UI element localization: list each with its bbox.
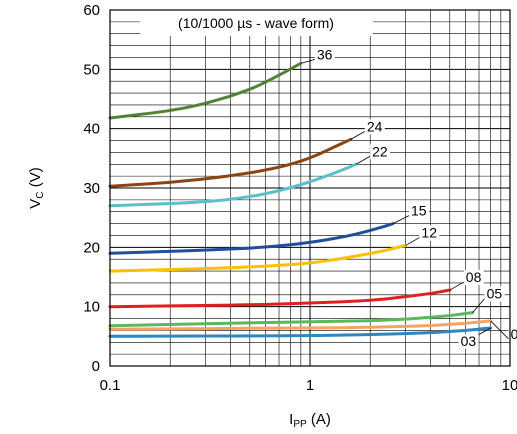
series-line-36	[108, 61, 303, 120]
series-label-bg-15	[408, 203, 429, 219]
y-tick-label: 0	[92, 358, 100, 375]
series-labels: 36 24 22 15 12 08 05 04 03	[300, 46, 517, 350]
series-label-03: 03	[461, 333, 477, 349]
series-label-22: 22	[372, 143, 388, 159]
y-tick-label: 30	[83, 180, 100, 197]
series-lines	[108, 61, 493, 338]
series-line-24	[108, 137, 353, 188]
y-tick-label: 60	[83, 2, 100, 19]
series-leader-22	[355, 155, 371, 165]
y-axis-label: VC (V)	[27, 167, 46, 208]
series-label-08: 08	[466, 269, 482, 285]
series-line-15	[108, 222, 395, 255]
y-tick-label: 40	[83, 121, 100, 138]
series-label-bg-12	[419, 225, 440, 241]
x-tick-label: 1	[306, 377, 314, 394]
series-line-12	[108, 244, 407, 273]
series-label-24: 24	[367, 118, 383, 134]
series-label-12: 12	[421, 225, 437, 241]
y-tick-label: 20	[83, 239, 100, 256]
series-leader-15	[392, 215, 410, 224]
series-label-05: 05	[487, 286, 503, 302]
plot-border	[109, 9, 511, 367]
series-leader-04	[490, 320, 509, 340]
x-axis-label: IPP (A)	[289, 411, 331, 430]
x-tick-labels: 0.1 1 10	[100, 377, 517, 394]
x-tick-label: 0.1	[100, 377, 121, 394]
series-line-03	[108, 326, 493, 338]
series-leader-36	[300, 59, 315, 64]
series-label-bg-24	[364, 119, 385, 135]
series-label-bg-22	[370, 144, 391, 160]
series-line-22	[108, 162, 358, 208]
y-tick-labels: 0 10 20 30 40 50 60	[83, 2, 100, 375]
y-tick-label: 10	[83, 299, 100, 316]
series-label-bg-03	[458, 334, 479, 350]
x-tick-label: 10	[502, 377, 517, 394]
series-label-bg-05	[484, 286, 505, 302]
series-label-bg-08	[463, 270, 484, 286]
annotation-text: (10/1000 µs - wave form)	[178, 15, 334, 31]
series-leader-24	[350, 130, 366, 140]
series-label-15: 15	[411, 203, 427, 219]
series-label-04: 04	[511, 326, 517, 342]
series-leader-05	[472, 298, 485, 313]
annotation-box	[140, 10, 373, 36]
series-label-36: 36	[317, 46, 333, 62]
series-line-05	[108, 311, 475, 328]
series-line-04	[108, 319, 493, 331]
series-label-bg-04	[508, 326, 517, 342]
series-label-bg-36	[314, 47, 335, 63]
y-tick-label: 50	[83, 61, 100, 78]
series-line-08	[108, 288, 452, 309]
series-leader-08	[449, 281, 464, 291]
series-leader-12	[405, 237, 420, 246]
